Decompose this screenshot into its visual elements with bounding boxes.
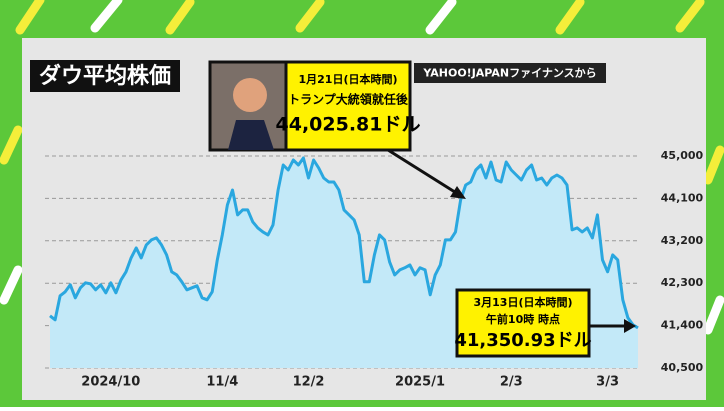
source: YAHOO!JAPANファイナンスから: [422, 67, 596, 80]
callout-2: 3月13日(日本時間) 午前10時 時点 41,350.93ドル: [454, 288, 636, 358]
callout-value: 41,350.93ドル: [454, 330, 591, 351]
arrow-head: [624, 319, 636, 333]
x-tick-label: 2/3: [500, 375, 523, 390]
callout-note: トランプ大統領就任後: [288, 92, 409, 107]
chart-title: ダウ平均株価: [39, 63, 171, 89]
callout-note: 午前10時 時点: [486, 312, 560, 326]
y-tick-label: 42,300: [661, 276, 704, 289]
label-box: [284, 60, 412, 152]
y-tick-label: 45,000: [661, 149, 704, 162]
callout-date: 3月13日(日本時間): [473, 295, 572, 309]
decoration: [0, 0, 724, 335]
title-box: [30, 60, 180, 92]
y-tick-label: 43,200: [661, 234, 704, 247]
arrow: [387, 148, 459, 196]
y-tick-label: 40,500: [661, 361, 704, 374]
callout-1: 1月21日(日本時間) トランプ大統領就任後 44,025.81ドル: [208, 60, 466, 199]
arrow-head: [450, 186, 466, 199]
x-tick-label: 11/4: [206, 375, 238, 390]
callout-date: 1月21日(日本時間): [298, 72, 397, 86]
y-tick-label: 41,400: [661, 319, 704, 332]
source-box: [414, 63, 606, 83]
x-tick-label: 2024/10: [81, 375, 140, 390]
line: [49, 156, 639, 330]
photo-suit: [228, 120, 274, 150]
x-tick-label: 2025/1: [395, 375, 445, 390]
label-box: [455, 288, 591, 358]
photo-face: [233, 78, 267, 112]
x-tick-label: 3/3: [596, 375, 619, 390]
callout-value: 44,025.81ドル: [276, 114, 421, 136]
y-tick-label: 44,100: [661, 191, 704, 204]
x-tick-label: 12/2: [293, 375, 325, 390]
